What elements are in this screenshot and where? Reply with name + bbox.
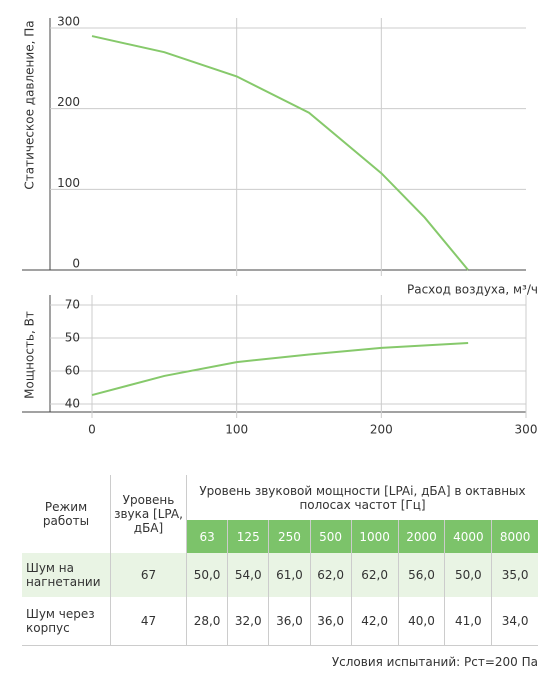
- charts: 0 100 200 300 Статическое давление, Па Расход…: [22, 15, 538, 437]
- y-tick-label: 60: [65, 364, 80, 378]
- header-cell: Уровень звука [LPA, дБА]: [110, 475, 187, 553]
- table-cell: 62,0: [351, 553, 399, 597]
- table-cell: Шум через корпус: [22, 597, 111, 646]
- table-cell: 35,0: [491, 553, 538, 597]
- frequency-cell: 8000: [491, 520, 538, 553]
- y-tick-label: 40: [65, 397, 80, 411]
- table-cell: 54,0: [227, 553, 270, 597]
- table-cell: 36,0: [268, 597, 311, 646]
- header-cell: Режим работы: [22, 475, 111, 553]
- y-axis-label: Мощность, Вт: [23, 311, 37, 399]
- table-cell: 40,0: [398, 597, 446, 646]
- table-cell: 32,0: [227, 597, 270, 646]
- frequency-cell: 2000: [398, 520, 446, 553]
- y-tick-label: 70: [65, 298, 80, 312]
- table-cell: 50,0: [186, 553, 229, 597]
- y-axis-label: Статическое давление, Па: [23, 20, 37, 189]
- frequency-cell: 1000: [351, 520, 399, 553]
- x-tick-label: 100: [225, 423, 248, 437]
- x-tick-label: 200: [370, 423, 393, 437]
- y-tick-label: 100: [57, 176, 80, 190]
- frequency-cell: 63: [186, 520, 229, 553]
- footer-note: Условия испытаний: Pст=200 Па: [331, 655, 538, 669]
- frequency-cell: 500: [310, 520, 352, 553]
- table-cell: 41,0: [444, 597, 493, 646]
- sound-table: Режим работы Уровень звука [LPA, дБА] Уров…: [22, 475, 538, 646]
- table-cell: 47: [110, 597, 187, 646]
- frequency-cell: 125: [227, 520, 270, 553]
- table-cell: 61,0: [268, 553, 311, 597]
- table-cell: 28,0: [186, 597, 229, 646]
- x-tick-label: 0: [88, 423, 96, 437]
- table-cell: 42,0: [351, 597, 399, 646]
- table-cell: 67: [110, 553, 187, 597]
- y-tick-label: 0: [72, 257, 80, 271]
- table-cell: 62,0: [310, 553, 352, 597]
- y-tick-label: 200: [57, 95, 80, 109]
- table-cell: 56,0: [398, 553, 446, 597]
- table-row: Шум через корпус 47 28,0 32,0 36,0 36,0 42,0 40…: [22, 597, 538, 646]
- table-row: Шум на нагнетании 67 50,0 54,0 61,0 62,0 62,0 5…: [22, 553, 538, 597]
- x-axis-label: Расход воздуха, м³/ч: [407, 283, 538, 297]
- table-cell: 36,0: [310, 597, 352, 646]
- data-line: [91, 341, 469, 397]
- x-tick-label: 300: [515, 423, 538, 437]
- y-tick-label: 300: [57, 15, 80, 29]
- table-cell: Шум на нагнетании: [22, 553, 111, 597]
- y-tick-label: 50: [65, 331, 80, 345]
- header-cell: Уровень звуковой мощности [LPAi, дБА] в …: [199, 483, 526, 512]
- data-line: [91, 35, 469, 271]
- table-cell: 50,0: [444, 553, 493, 597]
- frequency-cell: 4000: [444, 520, 493, 553]
- frequency-cell: 250: [268, 520, 311, 553]
- table-cell: 34,0: [491, 597, 538, 646]
